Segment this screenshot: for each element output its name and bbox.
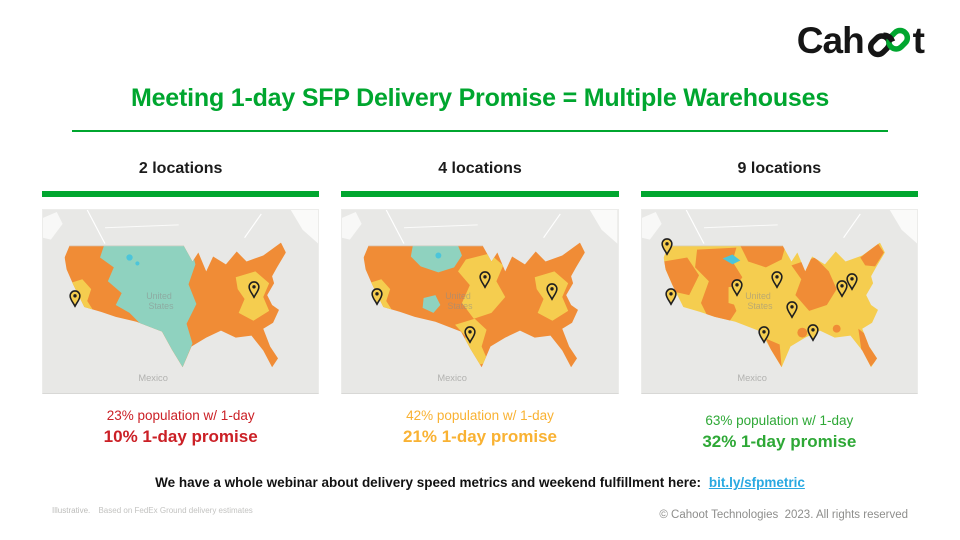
- column-header: 4 locations: [438, 160, 522, 177]
- webinar-link[interactable]: bit.ly/sfpmetric: [708, 475, 805, 490]
- us-map-graphic: United States Mexico: [43, 210, 319, 383]
- cahoot-logo: Cah t: [796, 20, 925, 61]
- us-label: United: [745, 291, 771, 301]
- stat-population: 42% population w/ 1-day: [406, 408, 554, 423]
- stats-4-locations: 42% population w/ 1-day 21% 1-day promis…: [341, 407, 618, 449]
- copyright: © Cahoot Technologies 2023. All rights r…: [659, 509, 908, 521]
- footnote-text: Based on FedEx Ground delivery estimates: [98, 506, 253, 515]
- us-label: United: [446, 291, 472, 301]
- us-map-graphic: United States Mexico: [641, 210, 917, 383]
- stat-promise: 10% 1-day promise: [103, 427, 258, 447]
- stats-9-locations: 63% population w/ 1-day 32% 1-day promis…: [641, 412, 918, 454]
- logo-text-left: Cah: [796, 20, 865, 61]
- column-header: 2 locations: [138, 160, 223, 177]
- webinar-text: We have a whole webinar about delivery s…: [155, 475, 702, 490]
- title-underline: [72, 130, 888, 132]
- logo-text-right: t: [912, 20, 925, 61]
- chain-link-icon: [867, 27, 910, 58]
- us-label: States: [448, 301, 474, 311]
- map-4-locations: United States Mexico: [341, 209, 619, 394]
- column-4-locations: 4 locations: [341, 160, 619, 454]
- map-9-locations: United States Mexico: [640, 209, 918, 394]
- column-9-locations: 9 locations: [640, 160, 918, 454]
- column-accent-bar: [640, 191, 918, 197]
- us-label: States: [747, 301, 773, 311]
- stat-population: 63% population w/ 1-day: [705, 413, 854, 428]
- map-columns: 2 locations: [42, 160, 918, 454]
- column-accent-bar: [42, 191, 320, 197]
- us-label: States: [148, 301, 174, 311]
- footnote: Illustrative. Based on FedEx Ground deli…: [52, 506, 253, 515]
- stat-promise: 21% 1-day promise: [402, 427, 557, 447]
- us-label: United: [146, 291, 172, 301]
- webinar-note: We have a whole webinar about delivery s…: [0, 475, 960, 490]
- column-accent-bar: [341, 191, 619, 197]
- page-title: Meeting 1-day SFP Delivery Promise = Mul…: [130, 84, 830, 112]
- column-2-locations: 2 locations: [42, 160, 320, 454]
- mexico-label: Mexico: [737, 373, 767, 383]
- mexico-label: Mexico: [438, 373, 468, 383]
- footnote-label: Illustrative.: [52, 506, 91, 515]
- mexico-label: Mexico: [138, 373, 168, 383]
- us-map-graphic: United States Mexico: [342, 210, 618, 383]
- column-header: 9 locations: [737, 160, 822, 177]
- stats-2-locations: 23% population w/ 1-day 10% 1-day promis…: [42, 407, 319, 449]
- map-2-locations: United States Mexico: [42, 209, 320, 394]
- stat-promise: 32% 1-day promise: [702, 432, 857, 452]
- stat-population: 23% population w/ 1-day: [106, 408, 255, 423]
